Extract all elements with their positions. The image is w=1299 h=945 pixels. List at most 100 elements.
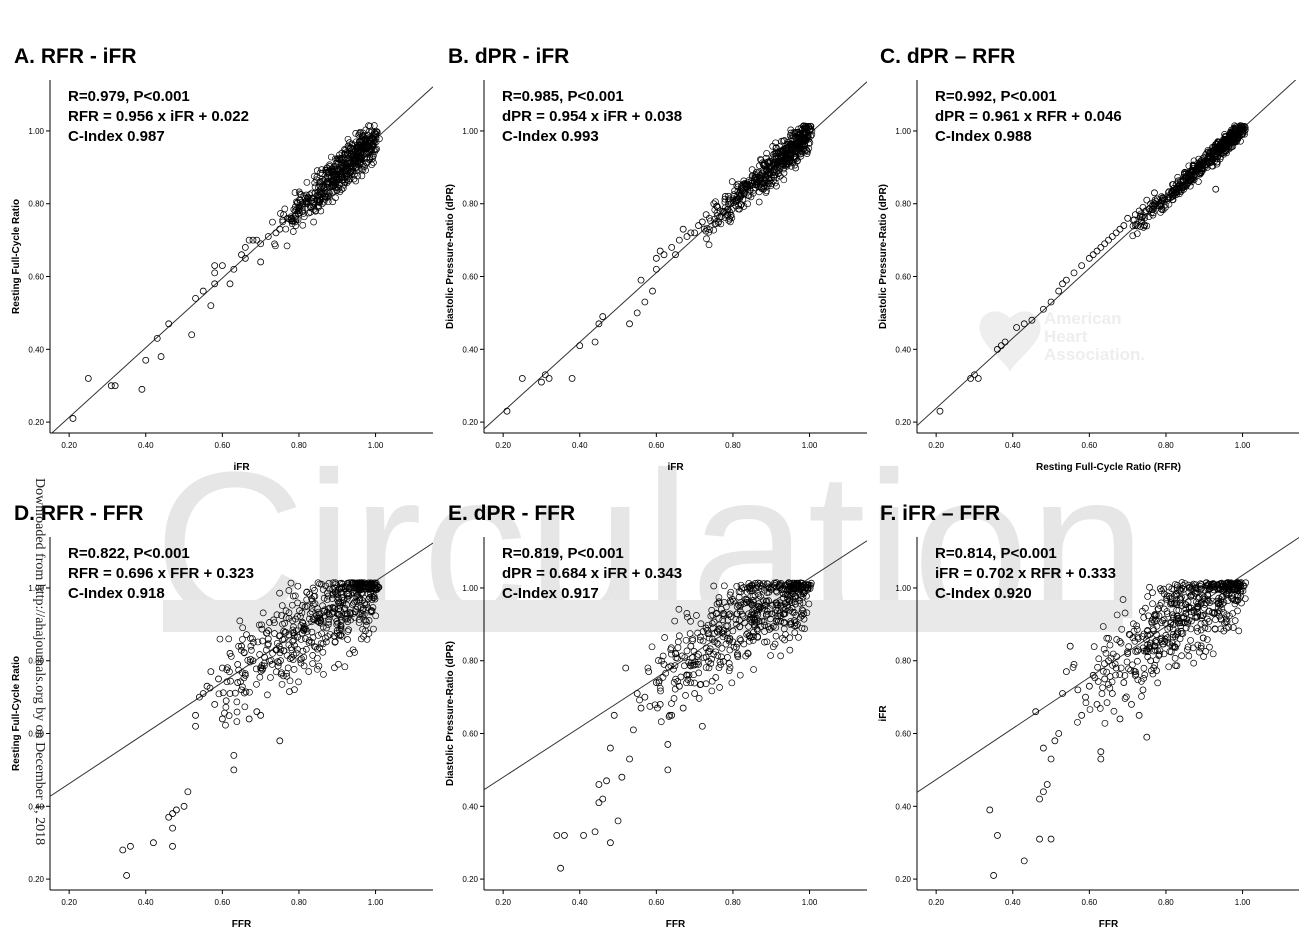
data-point xyxy=(312,207,319,215)
x-tick-label: 0.80 xyxy=(291,898,307,907)
data-point xyxy=(316,187,324,195)
x-tick-label: 0.40 xyxy=(1005,898,1021,907)
data-point xyxy=(1117,664,1125,672)
data-point xyxy=(1169,196,1177,204)
data-point xyxy=(1205,597,1212,605)
data-point xyxy=(729,195,737,203)
data-point xyxy=(769,168,777,176)
data-point xyxy=(1184,646,1191,654)
data-point xyxy=(1116,225,1124,233)
y-tick-label: 1.00 xyxy=(28,127,44,136)
data-point xyxy=(225,635,233,643)
data-point xyxy=(792,164,800,172)
y-axis-label: Diastolic Pressure-Ratio (dPR) xyxy=(445,184,456,329)
data-point xyxy=(1098,690,1106,697)
x-tick-label: 1.00 xyxy=(1235,898,1251,907)
data-point xyxy=(340,170,347,177)
data-point xyxy=(349,610,357,618)
data-point xyxy=(1186,182,1194,190)
data-point xyxy=(1130,627,1138,635)
data-point xyxy=(657,718,665,726)
data-point xyxy=(1085,682,1093,690)
data-point xyxy=(1153,622,1161,630)
data-point xyxy=(1158,619,1165,627)
data-point xyxy=(1165,200,1173,208)
data-point xyxy=(717,661,725,669)
data-point xyxy=(192,722,199,730)
stat-line: C-Index 0.917 xyxy=(502,585,599,602)
stat-line: dPR = 0.961 x RFR + 0.046 xyxy=(935,108,1122,125)
data-point xyxy=(1155,605,1162,613)
data-point xyxy=(1106,641,1114,649)
data-point xyxy=(308,608,316,616)
data-point xyxy=(1215,607,1223,615)
data-point xyxy=(683,671,691,679)
data-point xyxy=(297,622,305,629)
data-point xyxy=(791,629,799,636)
data-point xyxy=(781,636,788,644)
data-point xyxy=(352,153,360,160)
data-point xyxy=(733,582,741,590)
data-point xyxy=(797,614,804,621)
data-point xyxy=(591,338,599,346)
data-point xyxy=(1171,654,1179,662)
y-tick-label: 0.20 xyxy=(895,418,911,427)
data-point xyxy=(1028,316,1036,324)
data-point xyxy=(278,680,286,688)
data-point xyxy=(788,583,796,591)
data-point xyxy=(700,654,708,662)
data-point xyxy=(1145,612,1152,620)
data-point xyxy=(370,625,377,633)
data-point xyxy=(258,625,266,633)
data-point xyxy=(331,165,339,173)
data-point xyxy=(773,168,780,176)
data-point xyxy=(801,625,808,633)
data-point xyxy=(1221,619,1228,627)
data-point xyxy=(724,205,732,213)
data-point xyxy=(267,656,275,664)
data-point xyxy=(356,128,364,136)
data-point xyxy=(270,616,277,624)
data-point xyxy=(674,644,682,651)
data-point xyxy=(757,582,764,589)
data-point xyxy=(994,832,1001,839)
data-point xyxy=(690,671,697,679)
data-point xyxy=(1196,648,1203,656)
data-point xyxy=(710,226,717,234)
data-point xyxy=(740,640,748,648)
data-point xyxy=(591,828,599,836)
data-point xyxy=(691,690,699,697)
data-point xyxy=(222,697,230,705)
data-point xyxy=(1090,643,1098,650)
y-tick-label: 0.40 xyxy=(28,802,44,811)
data-point xyxy=(736,671,744,679)
data-point xyxy=(644,664,652,672)
data-point xyxy=(1039,305,1047,313)
data-point xyxy=(322,638,330,646)
data-point xyxy=(226,690,234,697)
data-point xyxy=(1173,612,1181,620)
data-point xyxy=(337,621,345,629)
data-point xyxy=(1205,148,1212,156)
data-point xyxy=(1230,585,1238,593)
data-point xyxy=(338,632,346,640)
data-point xyxy=(302,191,310,199)
data-point xyxy=(1193,612,1200,620)
data-point xyxy=(636,696,643,704)
data-point xyxy=(238,251,245,259)
data-point xyxy=(1165,583,1173,591)
data-point xyxy=(374,584,382,592)
data-point xyxy=(1121,672,1129,679)
data-point xyxy=(349,167,357,175)
data-point xyxy=(1238,599,1245,607)
data-point xyxy=(707,612,715,620)
data-point xyxy=(704,648,712,656)
data-point xyxy=(1151,189,1158,197)
data-point xyxy=(358,135,366,143)
data-point xyxy=(207,302,215,310)
data-point xyxy=(780,625,788,633)
y-tick-label: 0.60 xyxy=(462,730,478,739)
data-point xyxy=(800,610,808,617)
panel-title: E. dPR - FFR xyxy=(448,502,575,525)
data-point xyxy=(761,621,769,629)
